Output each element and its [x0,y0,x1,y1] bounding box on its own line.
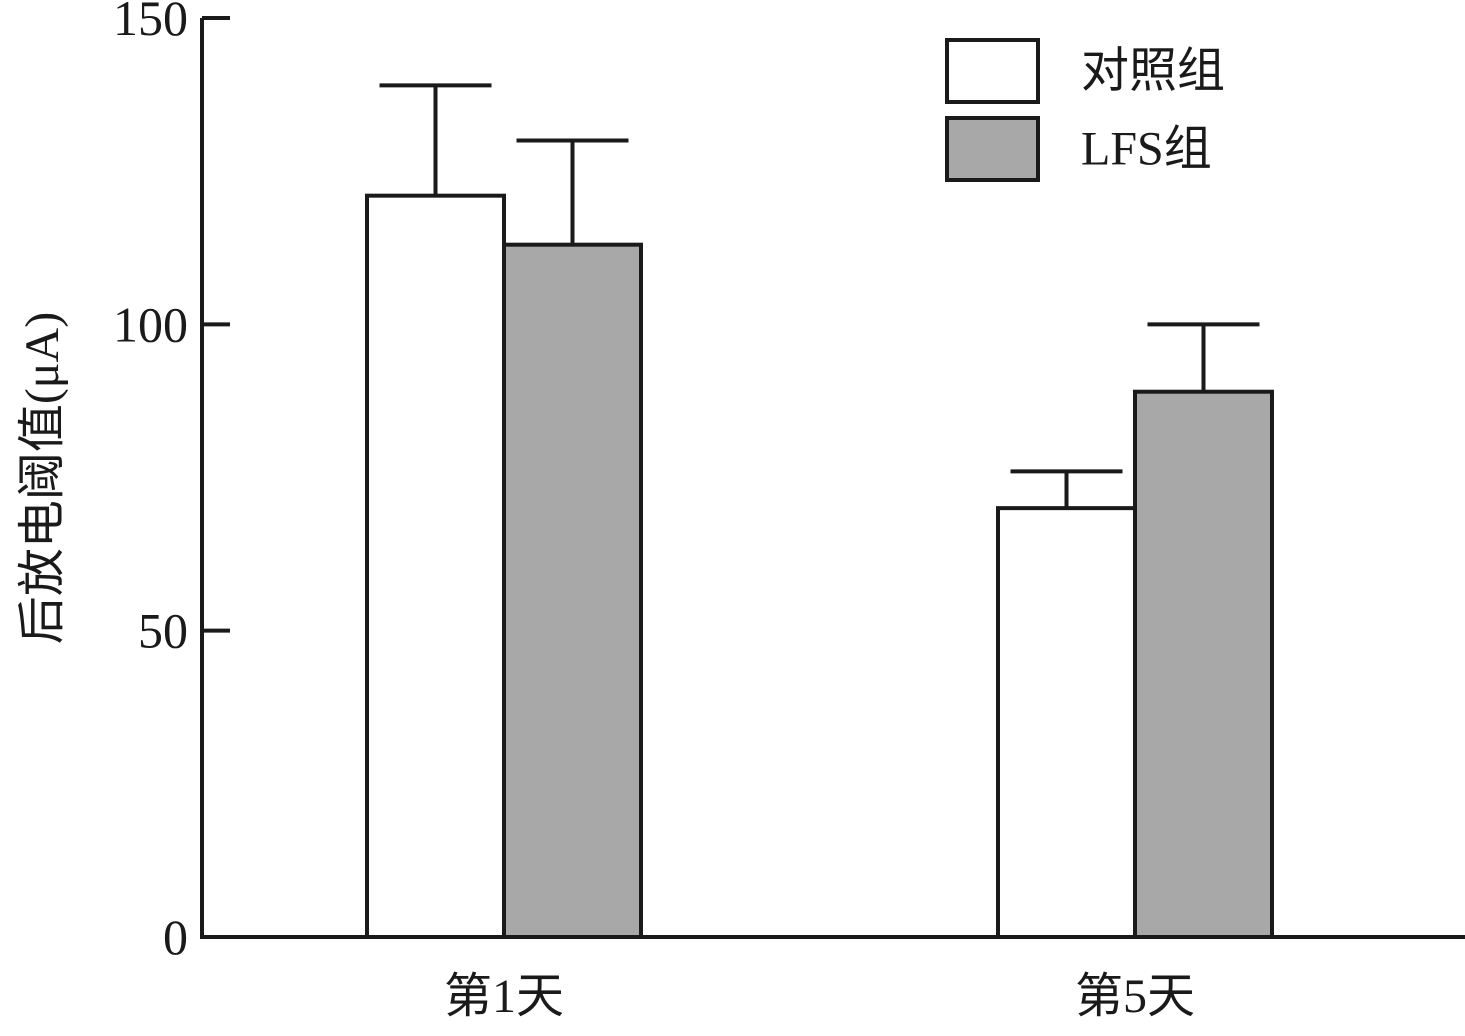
legend-label-2: LFS组 [1081,123,1212,176]
bar-2-1 [996,506,1137,939]
y-tick-label: 100 [113,296,188,352]
x-category-label: 第1天 [444,970,564,1023]
bar-2-2 [1133,389,1274,939]
legend-swatch-2 [945,116,1040,182]
error-bars-layer [379,83,1260,509]
y-ticks-layer: 0 50 100 150 [113,0,230,965]
axes-layer [200,18,1465,939]
y-tick-label: 50 [138,603,188,659]
category-labels-layer: 第1天 第5天 [444,970,1195,1023]
legend-swatch-1 [945,38,1040,104]
legend: 对照组 LFS组 [945,38,1225,182]
legend-label-1: 对照组 [1081,45,1225,98]
x-category-label: 第5天 [1075,970,1195,1023]
bar-1-1 [365,193,506,939]
bars-layer [365,193,1274,940]
bar-1-2 [502,242,643,940]
y-tick-label: 0 [163,909,188,965]
y-axis-title: 后放电阈值(μA) [16,312,69,644]
y-tick-label: 150 [113,0,188,46]
